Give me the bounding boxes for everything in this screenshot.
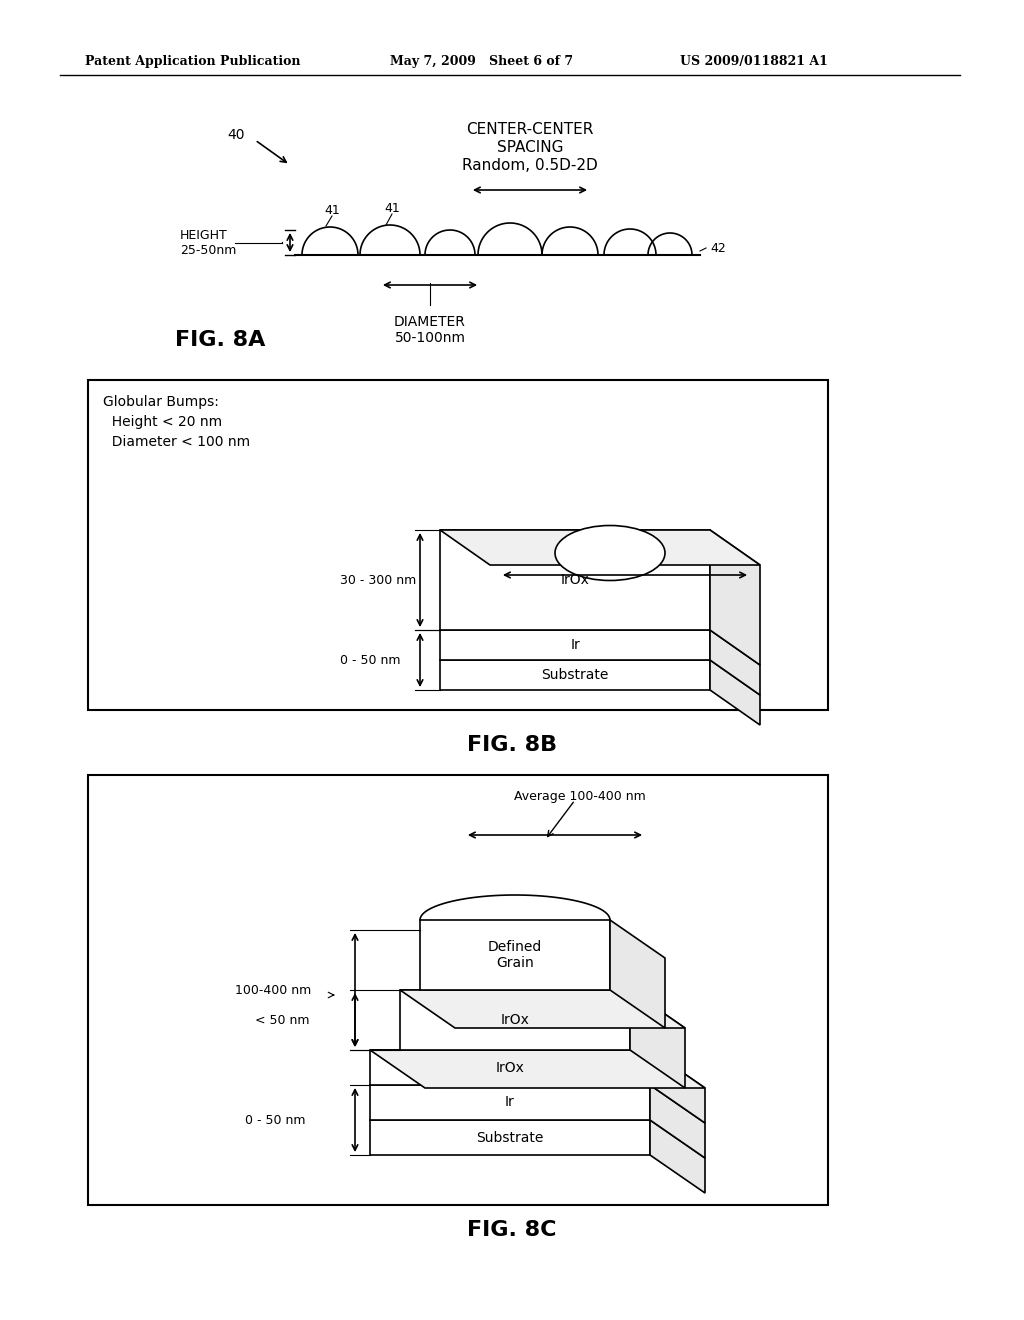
Text: IrOx: IrOx	[496, 1060, 524, 1074]
Polygon shape	[710, 531, 760, 665]
Text: FIG. 8B: FIG. 8B	[467, 735, 557, 755]
Text: 41: 41	[325, 203, 340, 216]
Text: CENTER-CENTER: CENTER-CENTER	[466, 123, 594, 137]
Polygon shape	[370, 1049, 705, 1088]
FancyBboxPatch shape	[88, 380, 828, 710]
Text: < 50 nm: < 50 nm	[255, 1014, 309, 1027]
Polygon shape	[440, 531, 760, 565]
Ellipse shape	[555, 525, 665, 581]
Polygon shape	[370, 1085, 650, 1119]
Text: 100-400 nm: 100-400 nm	[234, 983, 311, 997]
Text: Ir: Ir	[505, 1096, 515, 1110]
Text: FIG. 8A: FIG. 8A	[175, 330, 265, 350]
Polygon shape	[710, 660, 760, 725]
Polygon shape	[630, 990, 685, 1088]
Polygon shape	[610, 920, 665, 1028]
Text: 41: 41	[384, 202, 400, 214]
Polygon shape	[420, 920, 610, 990]
Text: IrOx: IrOx	[501, 1012, 529, 1027]
Text: HEIGHT
25-50nm: HEIGHT 25-50nm	[180, 228, 237, 257]
Text: Average 100-400 nm: Average 100-400 nm	[514, 789, 646, 803]
Text: Patent Application Publication: Patent Application Publication	[85, 55, 300, 69]
Polygon shape	[400, 990, 630, 1049]
Text: 30 - 300 nm: 30 - 300 nm	[340, 573, 416, 586]
Text: Height < 20 nm: Height < 20 nm	[103, 414, 222, 429]
Text: SPACING: SPACING	[497, 140, 563, 156]
Text: 42: 42	[710, 242, 726, 255]
Polygon shape	[710, 630, 760, 696]
Polygon shape	[400, 990, 685, 1028]
Text: Diameter < 100 nm: Diameter < 100 nm	[103, 436, 250, 449]
FancyBboxPatch shape	[88, 775, 828, 1205]
Polygon shape	[650, 1085, 705, 1158]
Polygon shape	[370, 1049, 650, 1085]
Text: 0 - 50 nm: 0 - 50 nm	[340, 653, 400, 667]
Polygon shape	[440, 630, 710, 660]
Polygon shape	[370, 1119, 650, 1155]
Text: Substrate: Substrate	[476, 1130, 544, 1144]
Text: FIG. 8C: FIG. 8C	[467, 1220, 557, 1239]
Text: IrOx: IrOx	[560, 573, 590, 587]
Text: Substrate: Substrate	[542, 668, 608, 682]
Text: Defined
Grain: Defined Grain	[487, 940, 542, 970]
Polygon shape	[440, 531, 710, 630]
Text: 40: 40	[227, 128, 245, 143]
Text: Globular Bumps:: Globular Bumps:	[103, 395, 219, 409]
Polygon shape	[440, 660, 710, 690]
Text: Ir: Ir	[570, 638, 580, 652]
Text: DIAMETER
50-100nm: DIAMETER 50-100nm	[394, 315, 466, 346]
Text: 0 - 50 nm: 0 - 50 nm	[245, 1114, 305, 1126]
Polygon shape	[650, 1049, 705, 1123]
Text: Random, 0.5D-2D: Random, 0.5D-2D	[462, 158, 598, 173]
Polygon shape	[650, 1119, 705, 1193]
Text: US 2009/0118821 A1: US 2009/0118821 A1	[680, 55, 827, 69]
Text: May 7, 2009   Sheet 6 of 7: May 7, 2009 Sheet 6 of 7	[390, 55, 573, 69]
